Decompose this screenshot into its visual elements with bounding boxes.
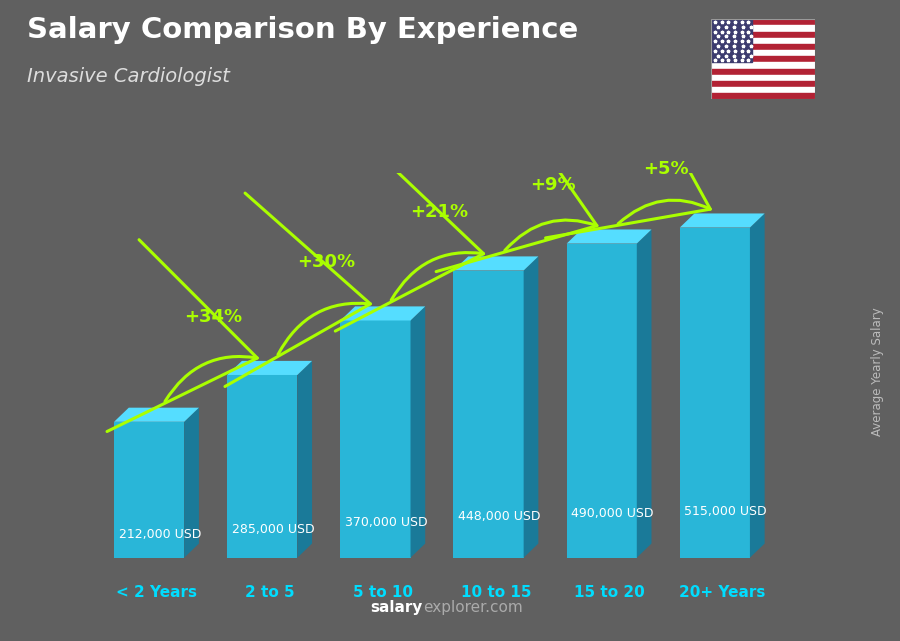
Polygon shape — [410, 306, 425, 558]
Polygon shape — [340, 306, 425, 320]
Bar — [711, 75, 814, 81]
Bar — [711, 56, 814, 62]
Text: 370,000 USD: 370,000 USD — [345, 516, 427, 529]
Polygon shape — [567, 229, 652, 244]
FancyBboxPatch shape — [680, 228, 750, 558]
Polygon shape — [184, 408, 199, 558]
FancyBboxPatch shape — [567, 244, 637, 558]
Text: +5%: +5% — [643, 160, 689, 178]
FancyBboxPatch shape — [454, 271, 524, 558]
Text: 2 to 5: 2 to 5 — [245, 585, 294, 599]
Bar — [711, 62, 814, 69]
Text: salary: salary — [371, 601, 423, 615]
FancyArrowPatch shape — [436, 88, 597, 272]
Polygon shape — [454, 256, 538, 271]
Polygon shape — [227, 361, 312, 375]
Text: 212,000 USD: 212,000 USD — [119, 528, 201, 542]
Polygon shape — [114, 408, 199, 422]
Bar — [711, 93, 814, 99]
Text: Average Yearly Salary: Average Yearly Salary — [871, 308, 884, 436]
Text: 285,000 USD: 285,000 USD — [231, 523, 314, 536]
Text: 5 to 10: 5 to 10 — [353, 585, 413, 599]
Polygon shape — [297, 361, 312, 558]
FancyBboxPatch shape — [340, 320, 410, 558]
FancyBboxPatch shape — [227, 375, 297, 558]
FancyArrowPatch shape — [545, 63, 710, 238]
Text: 10 to 15: 10 to 15 — [461, 585, 531, 599]
Bar — [711, 19, 752, 62]
Bar — [711, 87, 814, 93]
Polygon shape — [680, 213, 765, 228]
Text: Salary Comparison By Experience: Salary Comparison By Experience — [27, 16, 578, 44]
Polygon shape — [524, 256, 538, 558]
Text: +34%: +34% — [184, 308, 242, 326]
Bar — [711, 69, 814, 75]
Bar — [711, 38, 814, 44]
Bar — [711, 31, 814, 38]
Text: +21%: +21% — [410, 203, 468, 221]
Text: explorer.com: explorer.com — [423, 601, 523, 615]
Text: 515,000 USD: 515,000 USD — [684, 505, 767, 518]
Text: 20+ Years: 20+ Years — [679, 585, 765, 599]
FancyBboxPatch shape — [114, 422, 184, 558]
Polygon shape — [750, 213, 765, 558]
Bar — [711, 81, 814, 87]
Bar — [711, 19, 814, 26]
Text: 15 to 20: 15 to 20 — [573, 585, 644, 599]
Text: +9%: +9% — [530, 176, 575, 194]
Polygon shape — [637, 229, 652, 558]
Text: < 2 Years: < 2 Years — [116, 585, 197, 599]
Text: +30%: +30% — [297, 253, 356, 271]
Text: 448,000 USD: 448,000 USD — [458, 510, 541, 523]
Text: Invasive Cardiologist: Invasive Cardiologist — [27, 67, 230, 87]
FancyArrowPatch shape — [107, 240, 257, 431]
Bar — [711, 26, 814, 31]
Bar — [711, 44, 814, 50]
Bar — [711, 50, 814, 56]
Text: 490,000 USD: 490,000 USD — [572, 507, 653, 520]
FancyArrowPatch shape — [225, 193, 371, 387]
FancyArrowPatch shape — [336, 138, 483, 331]
